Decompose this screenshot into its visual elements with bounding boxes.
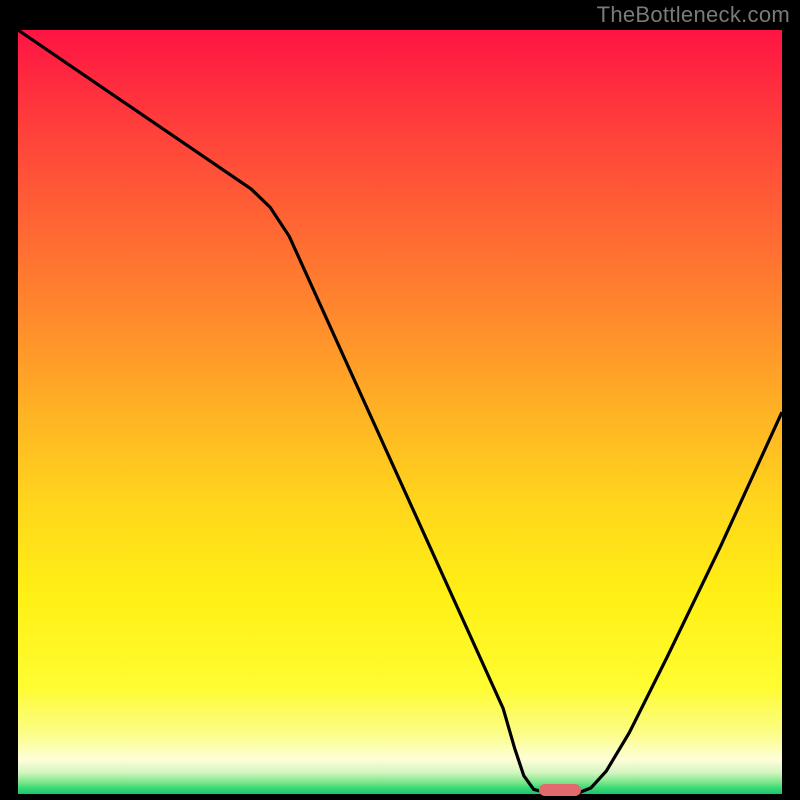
watermark-text: TheBottleneck.com (597, 2, 790, 28)
gradient-background (18, 30, 782, 794)
plot-area (18, 30, 782, 794)
optimal-range-marker (539, 784, 581, 796)
gradient-svg (18, 30, 782, 794)
